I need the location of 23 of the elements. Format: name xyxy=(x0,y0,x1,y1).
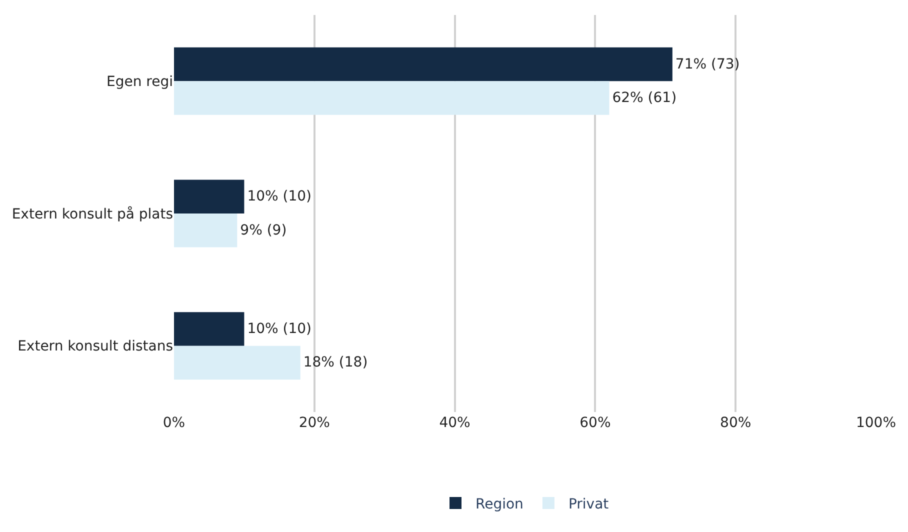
y-tick-label: Extern konsult på plats xyxy=(12,205,173,222)
data-label: 71% (73) xyxy=(675,56,740,72)
bar xyxy=(174,47,672,82)
x-tick-label: 0% xyxy=(162,415,186,431)
legend-label: Privat xyxy=(568,496,610,512)
data-label: 62% (61) xyxy=(612,90,677,106)
y-tick-label: Egen regi xyxy=(106,74,173,90)
bar xyxy=(174,214,238,248)
data-label: 9% (9) xyxy=(240,222,287,238)
data-label: 10% (10) xyxy=(247,320,312,337)
y-tick-label: Extern konsult distans xyxy=(18,338,173,355)
data-label: 10% (10) xyxy=(247,188,312,205)
x-tick-label: 100% xyxy=(856,415,896,431)
bar xyxy=(174,346,300,380)
x-tick-label: 60% xyxy=(580,415,611,431)
bar xyxy=(174,180,244,214)
x-tick-label: 40% xyxy=(439,415,470,431)
data-label: 18% (18) xyxy=(303,354,368,371)
x-tick-label: 80% xyxy=(720,415,752,431)
x-tick-label: 20% xyxy=(298,415,330,431)
bar xyxy=(174,81,610,115)
bar xyxy=(174,312,244,346)
legend-label: Region xyxy=(476,496,524,512)
